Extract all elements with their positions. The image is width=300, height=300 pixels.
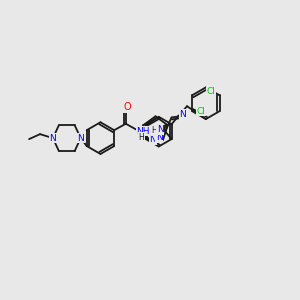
Text: N: N (77, 134, 84, 142)
Text: N: N (157, 125, 164, 134)
Text: NH: NH (136, 127, 150, 136)
Text: N: N (50, 134, 56, 142)
Text: H: H (151, 126, 157, 135)
Text: O: O (124, 102, 132, 112)
Text: N: N (156, 133, 163, 142)
Text: N: N (149, 135, 156, 144)
Text: Cl: Cl (196, 106, 206, 116)
Text: Cl: Cl (206, 87, 215, 96)
Text: N: N (180, 110, 186, 119)
Text: H: H (139, 133, 144, 142)
